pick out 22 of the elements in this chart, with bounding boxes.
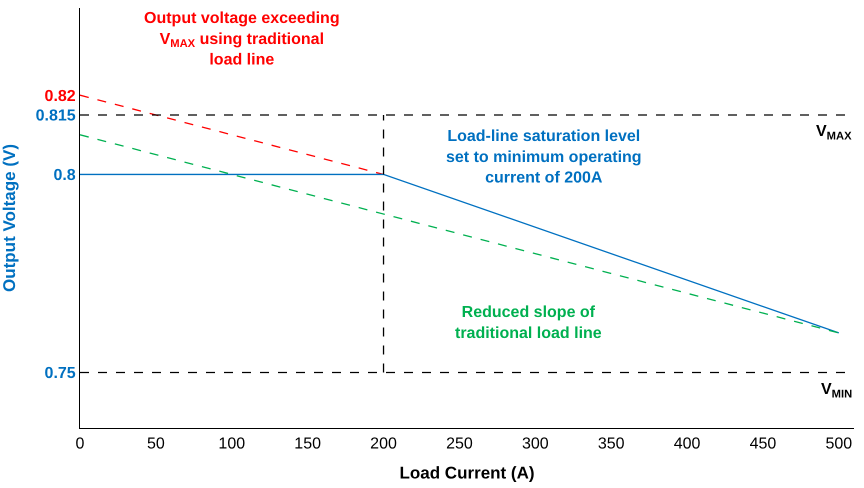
y-tick-label: 0.75 (44, 365, 76, 382)
annotation: Load-line saturation level set to minimum operating current of 200A (446, 128, 642, 187)
annotation: Reduced slope of traditional load line (455, 304, 602, 342)
ref-line-label: V$_{MAX}$ (816, 123, 852, 142)
x-tick-label: 400 (674, 435, 701, 452)
ref-line-label: V$_{MIN}$ (821, 381, 852, 400)
y-tick-label: 0.815 (36, 108, 76, 125)
x-tick-label: 300 (522, 435, 549, 452)
x-tick-label: 200 (370, 435, 397, 452)
x-tick-label: 500 (825, 435, 852, 452)
y-axis-title: Output Voltage (V) (0, 144, 20, 292)
x-tick-label: 450 (750, 435, 776, 452)
x-tick-label: 0 (76, 435, 85, 452)
x-tick-label: 100 (218, 435, 246, 452)
x-axis-title: Load Current (A) (399, 464, 535, 483)
y-tick-label: 0.82 (44, 88, 76, 105)
x-tick-label: 350 (598, 435, 625, 452)
y-tick-label: 0.8 (53, 167, 76, 184)
x-tick-label: 50 (146, 435, 165, 452)
x-tick-label: 150 (294, 435, 322, 452)
x-tick-label: 250 (446, 435, 473, 452)
annotation: Output voltage exceeding V$_{MAX}$ using traditional load line (144, 10, 340, 69)
